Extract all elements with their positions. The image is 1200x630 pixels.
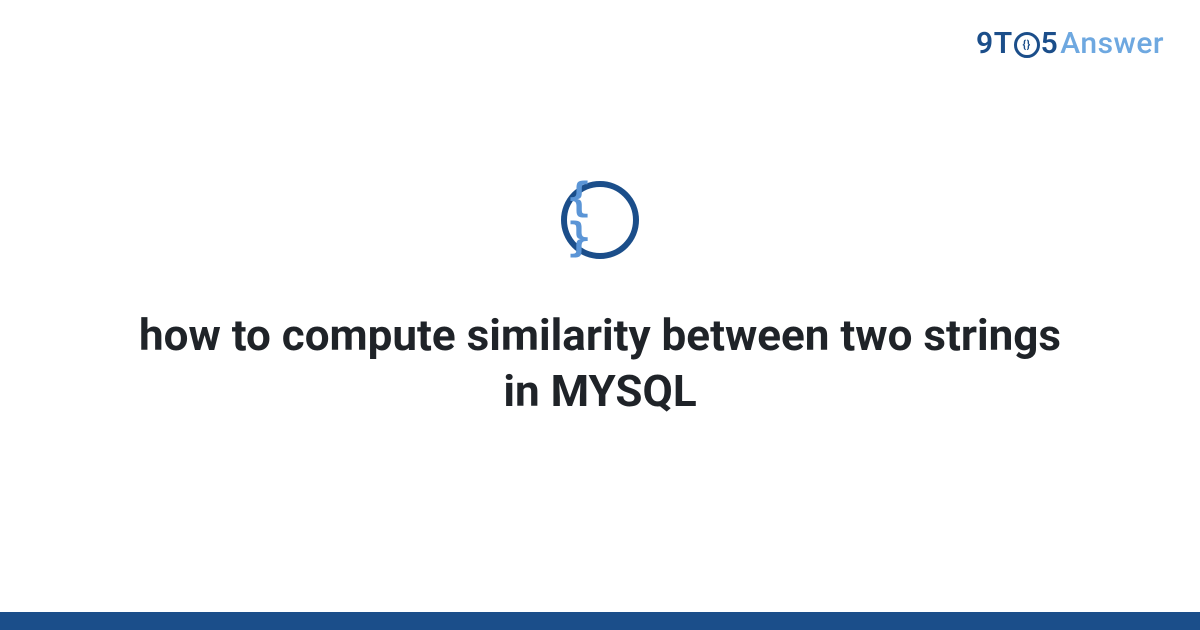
code-badge: { } xyxy=(561,181,639,259)
braces-icon: { } xyxy=(567,178,633,258)
main-content: { } how to compute similarity between tw… xyxy=(0,0,1200,630)
page-title: how to compute similarity between two st… xyxy=(90,307,1110,420)
footer-bar xyxy=(0,612,1200,630)
